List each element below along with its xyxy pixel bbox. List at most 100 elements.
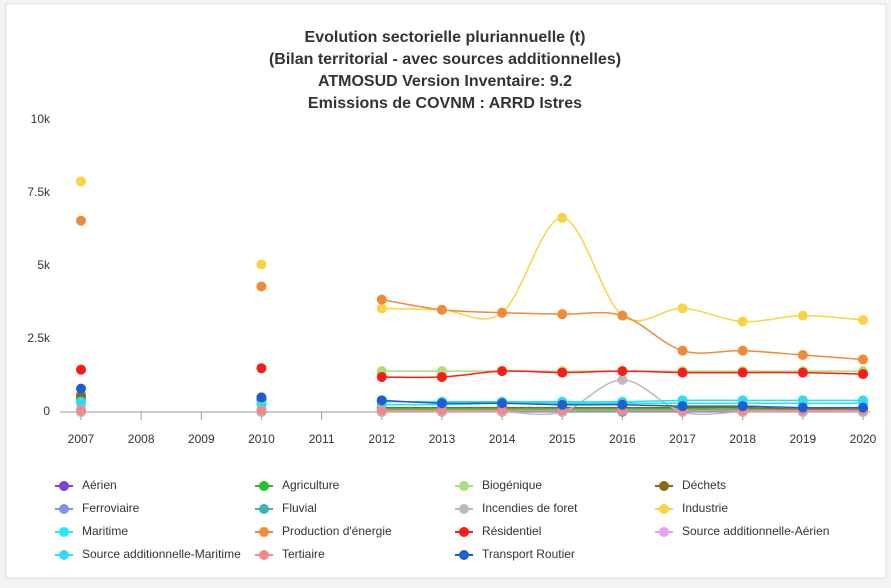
data-point — [76, 364, 86, 375]
chart-title: Evolution sectorielle pluriannuelle (t) — [305, 29, 586, 46]
legend-label: Source additionnelle-Aérien — [682, 524, 829, 538]
data-point — [677, 303, 688, 314]
data-point — [557, 367, 568, 378]
data-point — [677, 367, 688, 378]
data-point — [677, 401, 688, 412]
x-tick-label: 2007 — [68, 432, 95, 446]
data-point — [858, 354, 868, 365]
data-point — [256, 281, 267, 292]
data-point — [256, 405, 267, 416]
legend-marker — [659, 504, 669, 514]
data-point — [376, 303, 387, 314]
data-point — [797, 350, 808, 361]
data-point — [436, 304, 447, 315]
legend-label: Production d'énergie — [282, 524, 392, 538]
data-point — [617, 374, 628, 385]
data-point — [76, 383, 86, 394]
data-point — [76, 396, 86, 407]
legend-marker — [659, 481, 669, 491]
y-tick-label: 2.5k — [27, 331, 51, 345]
legend-label: Fluvial — [282, 501, 317, 515]
data-point — [557, 212, 568, 223]
legend-marker — [59, 481, 69, 491]
data-point — [677, 345, 688, 356]
data-point — [797, 395, 808, 406]
data-point — [256, 363, 267, 374]
legend-label: Agriculture — [282, 478, 340, 492]
data-point — [797, 310, 808, 321]
series-line — [381, 217, 864, 323]
chart-title: Emissions de COVNM : ARRD Istres — [308, 95, 582, 112]
legend-marker — [259, 527, 269, 537]
y-tick-label: 5k — [37, 258, 51, 272]
y-tick-label: 7.5k — [27, 185, 51, 199]
legend-marker — [59, 527, 69, 537]
legend-marker — [659, 527, 669, 537]
data-point — [617, 399, 628, 410]
x-tick-label: 2016 — [609, 432, 636, 446]
data-point — [376, 294, 387, 305]
legend-label: Biogénique — [482, 478, 542, 492]
chart-title: (Bilan territorial - avec sources additi… — [269, 51, 621, 68]
x-tick-label: 2009 — [188, 432, 215, 446]
x-tick-label: 2015 — [549, 432, 576, 446]
data-point — [436, 398, 447, 409]
legend-marker — [459, 527, 469, 537]
legend-label: Tertiaire — [282, 547, 325, 561]
legend-label: Incendies de foret — [482, 501, 578, 515]
legend-marker — [59, 504, 69, 514]
legend-label: Maritime — [82, 524, 128, 538]
data-point — [76, 215, 86, 226]
legend-marker — [459, 550, 469, 560]
data-point — [617, 366, 628, 377]
data-point — [858, 402, 868, 413]
legend-marker — [59, 550, 69, 560]
data-point — [76, 405, 86, 416]
legend-marker — [459, 481, 469, 491]
y-tick-label: 10k — [31, 112, 51, 126]
legend-marker — [259, 550, 269, 560]
data-point — [497, 366, 508, 377]
data-point — [737, 367, 748, 378]
data-point — [376, 395, 387, 406]
x-tick-label: 2012 — [368, 432, 395, 446]
data-point — [737, 316, 748, 327]
legend-marker — [259, 504, 269, 514]
x-tick-label: 2019 — [789, 432, 816, 446]
data-point — [376, 371, 387, 382]
legend-label: Ferroviaire — [82, 501, 140, 515]
data-point — [497, 405, 508, 416]
legend-marker — [459, 504, 469, 514]
data-point — [858, 369, 868, 380]
x-tick-label: 2008 — [128, 432, 155, 446]
data-point — [497, 398, 508, 409]
x-tick-label: 2010 — [248, 432, 275, 446]
data-point — [557, 309, 568, 320]
x-tick-label: 2014 — [489, 432, 516, 446]
data-point — [737, 345, 748, 356]
legend-label: Source additionnelle-Maritime — [82, 547, 241, 561]
data-point — [76, 176, 86, 187]
legend-label: Aérien — [82, 478, 117, 492]
x-tick-label: 2018 — [729, 432, 756, 446]
y-tick-label: 0 — [43, 404, 50, 418]
data-point — [256, 259, 267, 270]
legend-label: Transport Routier — [482, 547, 575, 561]
chart-title: ATMOSUD Version Inventaire: 9.2 — [318, 73, 572, 90]
data-point — [858, 315, 868, 326]
data-point — [617, 310, 628, 321]
data-point — [858, 395, 868, 406]
x-tick-label: 2013 — [429, 432, 456, 446]
data-point — [436, 405, 447, 416]
data-point — [797, 367, 808, 378]
legend-label: Déchets — [682, 478, 726, 492]
legend-label: Résidentiel — [482, 524, 541, 538]
data-point — [376, 405, 387, 416]
legend-label: Industrie — [682, 501, 728, 515]
data-point — [436, 371, 447, 382]
data-point — [557, 399, 568, 410]
x-tick-label: 2017 — [669, 432, 696, 446]
x-tick-label: 2011 — [309, 432, 335, 446]
